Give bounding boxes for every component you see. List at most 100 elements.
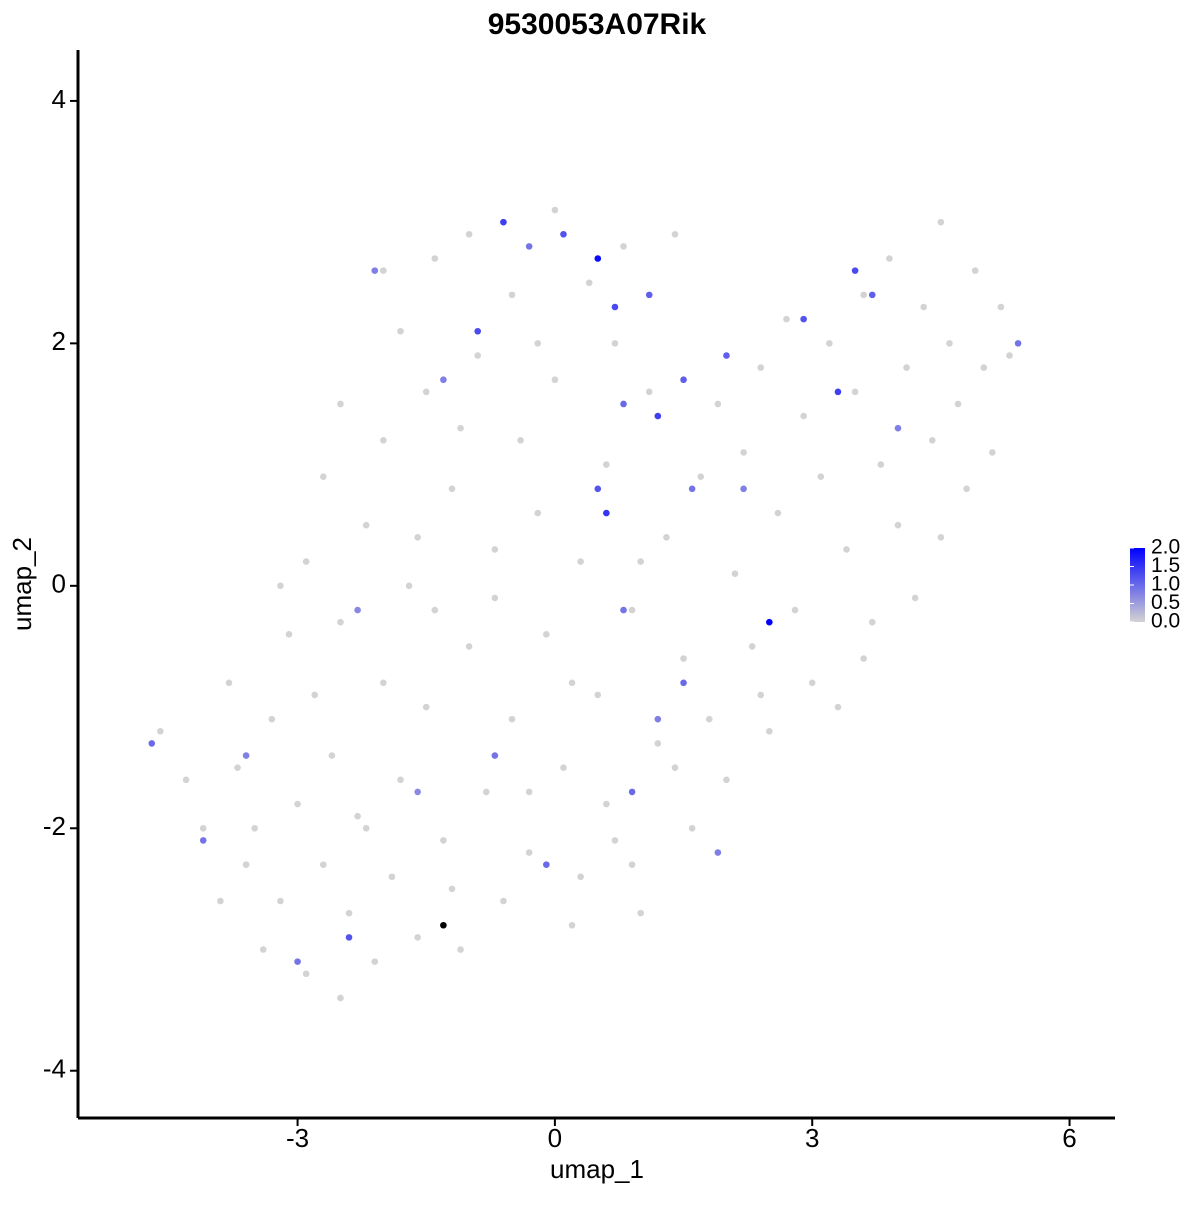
cell-point — [645, 291, 653, 299]
cell-point — [543, 631, 550, 638]
x-tick-label: -3 — [286, 1123, 309, 1153]
cell-point — [843, 546, 850, 553]
cell-point — [500, 218, 507, 226]
cell-point — [337, 400, 344, 408]
cell-point — [920, 303, 928, 311]
cell-point — [251, 824, 258, 832]
colorbar-label: 1.5 — [1151, 554, 1180, 577]
cell-point — [525, 243, 533, 250]
cell-point — [834, 388, 842, 396]
cell-point — [766, 618, 773, 626]
cell-point — [757, 364, 765, 371]
cell-point — [714, 849, 722, 856]
x-tick-label: 3 — [805, 1123, 819, 1153]
cell-point — [440, 837, 447, 844]
cell-point — [380, 267, 387, 274]
cell-point — [491, 752, 499, 759]
cell-point — [680, 376, 687, 384]
cell-point — [560, 764, 567, 771]
cell-point — [474, 327, 482, 335]
cell-point — [465, 643, 473, 650]
cell-point — [740, 449, 747, 456]
cell-point — [826, 340, 833, 347]
cell-point — [911, 594, 919, 602]
cell-point — [491, 546, 499, 553]
cell-point — [508, 715, 516, 723]
cell-point — [808, 679, 816, 687]
cell-point — [705, 715, 713, 723]
colorbar-label: 0.5 — [1151, 591, 1180, 614]
cell-point — [448, 885, 456, 893]
cell-point — [285, 631, 293, 638]
cell-point — [937, 218, 945, 226]
y-tick-label: 0 — [52, 569, 66, 599]
cell-point — [414, 788, 421, 796]
colorbar-label: 0.0 — [1151, 610, 1180, 633]
cell-point — [268, 715, 276, 723]
cell-point — [620, 243, 627, 250]
cell-point — [851, 267, 859, 274]
cell-point — [371, 267, 379, 274]
cell-point — [757, 691, 765, 699]
cell-point — [465, 230, 473, 238]
cell-point — [474, 352, 482, 359]
cell-point — [517, 437, 524, 444]
cell-point — [1014, 340, 1022, 347]
cell-point — [422, 388, 430, 396]
cell-point — [997, 303, 1005, 311]
cell-point — [551, 376, 559, 384]
cell-point — [414, 534, 421, 541]
cell-point — [594, 691, 602, 699]
cell-point — [680, 655, 687, 662]
cell-point — [791, 606, 799, 614]
cell-point — [182, 776, 190, 784]
y-axis-label: umap_2 — [7, 537, 37, 631]
cell-point — [620, 400, 627, 408]
cell-point — [371, 958, 379, 965]
cell-point — [714, 400, 722, 408]
cell-point — [594, 255, 602, 262]
cell-point — [603, 461, 610, 468]
cell-point — [954, 400, 962, 408]
cell-point — [688, 824, 696, 832]
cell-point — [1006, 352, 1013, 359]
cell-point — [508, 291, 516, 299]
cell-point — [663, 534, 670, 541]
x-axis-label: umap_1 — [550, 1154, 644, 1184]
cell-point — [199, 824, 207, 832]
cell-point — [405, 582, 413, 590]
cell-point — [199, 837, 207, 844]
cell-point — [929, 437, 936, 444]
cell-point — [148, 740, 156, 747]
cell-point — [731, 570, 739, 577]
cell-point — [946, 340, 953, 347]
cell-point — [688, 485, 696, 493]
cell-point — [628, 788, 636, 796]
cell-point — [628, 861, 636, 868]
cell-point — [380, 679, 387, 687]
cell-point — [560, 230, 567, 238]
cell-point — [603, 509, 610, 517]
cell-point — [328, 752, 336, 759]
cell-point — [766, 727, 773, 735]
cell-point — [414, 934, 421, 941]
cell-point — [611, 303, 619, 311]
cell-point — [457, 424, 464, 432]
cell-point — [217, 897, 224, 905]
cell-point — [543, 861, 550, 868]
y-tick-label: 2 — [52, 326, 66, 356]
y-tick-label: -4 — [43, 1054, 66, 1084]
cell-point — [817, 473, 825, 481]
cell-point — [585, 279, 593, 287]
cell-point — [740, 485, 747, 493]
cell-point — [551, 206, 559, 214]
cell-point — [577, 558, 584, 565]
cell-point — [362, 824, 370, 832]
cell-point — [851, 388, 859, 396]
cell-point — [440, 921, 447, 929]
cell-point — [337, 994, 344, 1002]
cell-point — [457, 946, 464, 953]
y-tick-label: 4 — [52, 84, 66, 114]
cell-point — [354, 606, 361, 614]
